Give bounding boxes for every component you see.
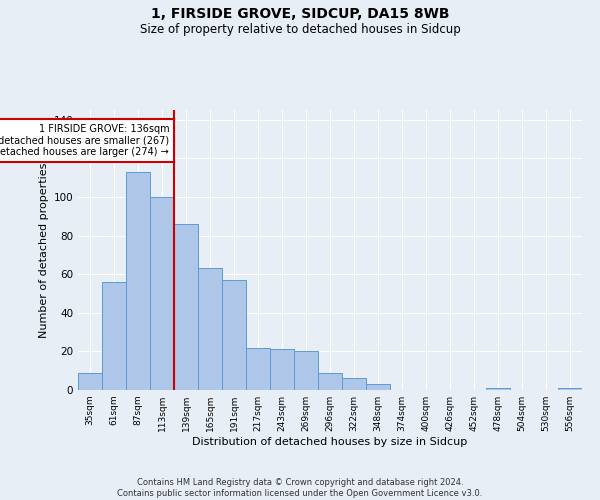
Bar xyxy=(294,352,318,390)
Bar xyxy=(222,280,246,390)
Bar xyxy=(318,372,342,390)
Text: 1 FIRSIDE GROVE: 136sqm
← 49% of detached houses are smaller (267)
50% of semi-d: 1 FIRSIDE GROVE: 136sqm ← 49% of detache… xyxy=(0,124,169,156)
Bar xyxy=(126,172,150,390)
Text: 1, FIRSIDE GROVE, SIDCUP, DA15 8WB: 1, FIRSIDE GROVE, SIDCUP, DA15 8WB xyxy=(151,8,449,22)
Bar xyxy=(198,268,222,390)
Bar xyxy=(174,224,198,390)
Text: Size of property relative to detached houses in Sidcup: Size of property relative to detached ho… xyxy=(140,22,460,36)
Y-axis label: Number of detached properties: Number of detached properties xyxy=(39,162,49,338)
Bar xyxy=(150,197,174,390)
Bar xyxy=(342,378,366,390)
X-axis label: Distribution of detached houses by size in Sidcup: Distribution of detached houses by size … xyxy=(193,437,467,447)
Bar xyxy=(486,388,510,390)
Text: Contains HM Land Registry data © Crown copyright and database right 2024.
Contai: Contains HM Land Registry data © Crown c… xyxy=(118,478,482,498)
Bar xyxy=(558,388,582,390)
Bar xyxy=(246,348,270,390)
Bar xyxy=(270,350,294,390)
Bar xyxy=(102,282,126,390)
Bar xyxy=(366,384,390,390)
Bar xyxy=(78,372,102,390)
